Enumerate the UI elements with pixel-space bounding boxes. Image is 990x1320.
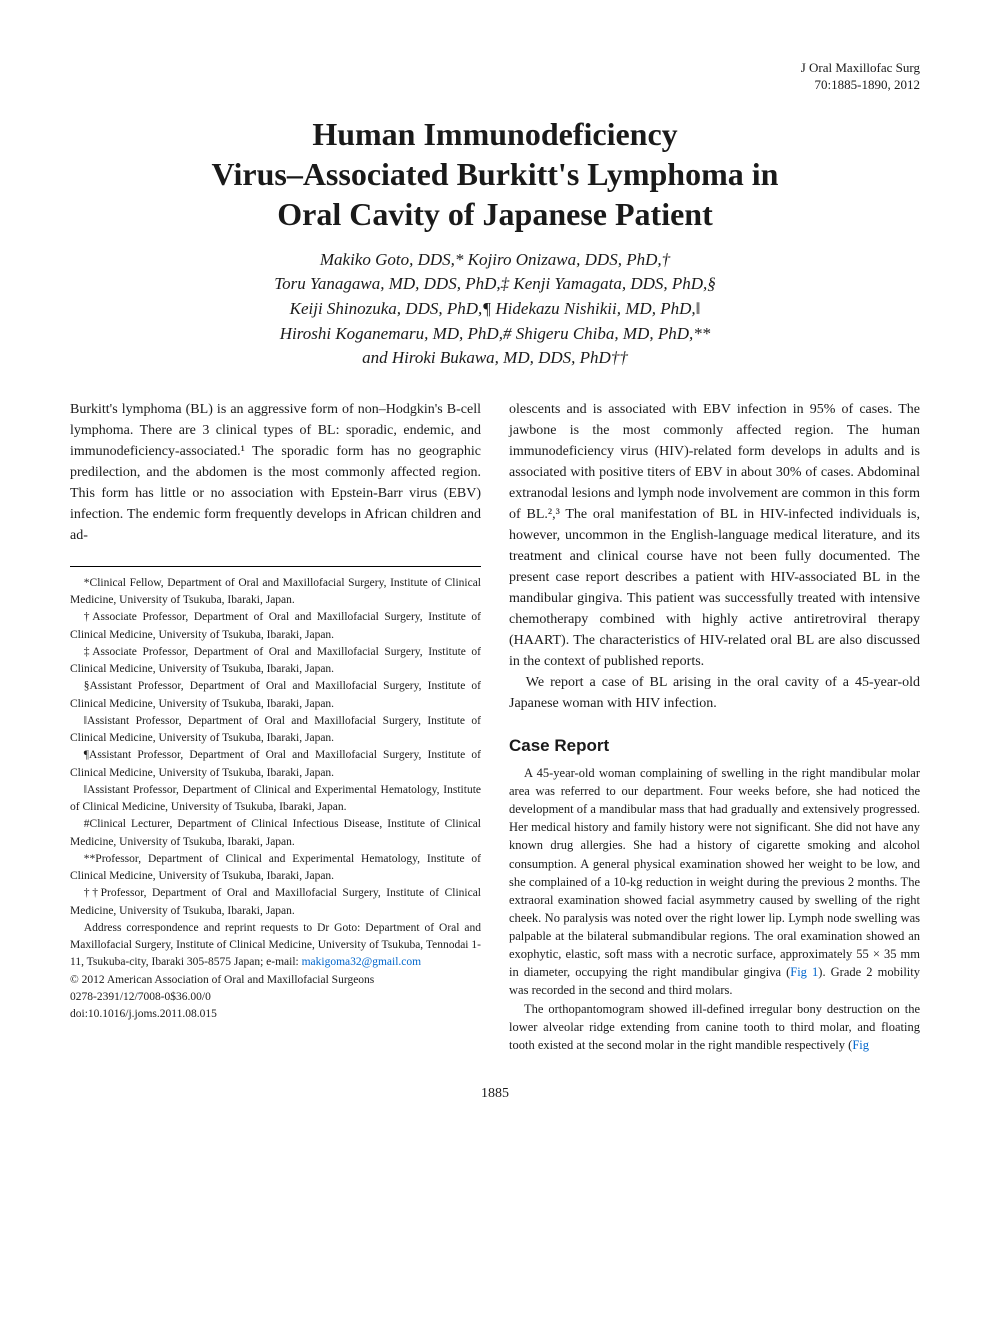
copyright-line: 0278-2391/12/7008-0$36.00/0 (70, 989, 481, 1006)
case-report-text: A 45-year-old woman complaining of swell… (509, 764, 920, 1054)
author-line: and Hiroki Bukawa, MD, DDS, PhD†† (362, 348, 628, 367)
journal-header: J Oral Maxillofac Surg 70:1885-1890, 201… (70, 60, 920, 94)
affiliation: ¶Assistant Professor, Department of Oral… (70, 747, 481, 782)
affiliation: **Professor, Department of Clinical and … (70, 851, 481, 886)
journal-name: J Oral Maxillofac Surg (70, 60, 920, 77)
author-line: Makiko Goto, DDS,* Kojiro Onizawa, DDS, … (320, 250, 670, 269)
intro-para: olescents and is associated with EBV inf… (509, 399, 920, 672)
intro-para: We report a case of BL arising in the or… (509, 672, 920, 714)
affiliation: ‖Assistant Professor, Department of Oral… (70, 713, 481, 748)
intro-left: Burkitt's lymphoma (BL) is an aggressive… (70, 399, 481, 546)
copyright-line: © 2012 American Association of Oral and … (70, 972, 481, 989)
author-line: Hiroshi Koganemaru, MD, PhD,# Shigeru Ch… (280, 324, 711, 343)
two-column-layout: Burkitt's lymphoma (BL) is an aggressive… (70, 399, 920, 1054)
intro-right: olescents and is associated with EBV inf… (509, 399, 920, 714)
title-line: Virus–Associated Burkitt's Lymphoma in (212, 156, 779, 192)
journal-citation: 70:1885-1890, 2012 (70, 77, 920, 94)
affiliation: *Clinical Fellow, Department of Oral and… (70, 575, 481, 610)
title-line: Oral Cavity of Japanese Patient (277, 196, 713, 232)
figure-link[interactable]: Fig 1 (790, 965, 818, 979)
page-number: 1885 (70, 1086, 920, 1102)
section-heading-case-report: Case Report (509, 736, 920, 756)
title-line: Human Immunodeficiency (312, 116, 677, 152)
affiliation: ‖Assistant Professor, Department of Clin… (70, 782, 481, 817)
affiliation: ‡Associate Professor, Department of Oral… (70, 644, 481, 679)
left-column: Burkitt's lymphoma (BL) is an aggressive… (70, 399, 481, 1054)
case-text-run: A 45-year-old woman complaining of swell… (509, 766, 920, 979)
email-link[interactable]: makigoma32@gmail.com (302, 956, 422, 968)
affiliation: ††Professor, Department of Oral and Maxi… (70, 885, 481, 920)
affiliation: §Assistant Professor, Department of Oral… (70, 678, 481, 713)
affiliations-block: *Clinical Fellow, Department of Oral and… (70, 566, 481, 1024)
case-para: A 45-year-old woman complaining of swell… (509, 764, 920, 1000)
intro-para: Burkitt's lymphoma (BL) is an aggressive… (70, 399, 481, 546)
affiliation: #Clinical Lecturer, Department of Clinic… (70, 816, 481, 851)
author-line: Keiji Shinozuka, DDS, PhD,¶ Hidekazu Nis… (290, 299, 701, 318)
figure-link[interactable]: Fig (852, 1038, 869, 1052)
right-column: olescents and is associated with EBV inf… (509, 399, 920, 1054)
affiliation: †Associate Professor, Department of Oral… (70, 609, 481, 644)
authors-block: Makiko Goto, DDS,* Kojiro Onizawa, DDS, … (70, 248, 920, 371)
correspondence: Address correspondence and reprint reque… (70, 920, 481, 972)
case-para: The orthopantomogram showed ill-defined … (509, 1000, 920, 1054)
author-line: Toru Yanagawa, MD, DDS, PhD,‡ Kenji Yama… (274, 274, 716, 293)
doi-line: doi:10.1016/j.joms.2011.08.015 (70, 1006, 481, 1023)
article-title: Human Immunodeficiency Virus–Associated … (70, 114, 920, 234)
